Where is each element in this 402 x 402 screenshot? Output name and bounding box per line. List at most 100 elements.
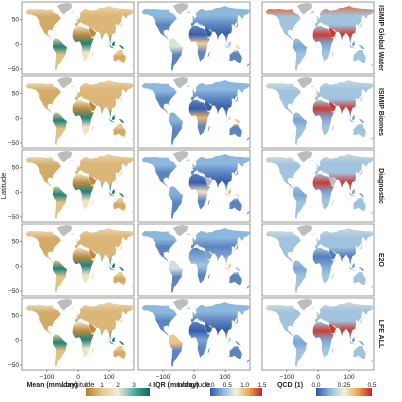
landmass-britain <box>76 236 79 242</box>
y-tick-label: 50 <box>12 313 20 320</box>
colorbar-title: Mean (mm/day) <box>27 382 78 389</box>
landmass-northAmerica <box>265 157 301 189</box>
landmass-arabia <box>328 324 336 334</box>
y-tick-label: 0 <box>15 189 19 196</box>
landmass-australia <box>229 271 242 286</box>
landmass-newZealand <box>130 211 134 215</box>
landmass-southAmerica <box>52 186 68 220</box>
landmass-newZealand <box>246 285 250 289</box>
colorbar-tick-label: 0.5 <box>223 382 232 389</box>
landmass-iceland <box>310 85 314 87</box>
landmass-seAsia <box>107 189 116 197</box>
landmass-northAmerica <box>141 83 177 115</box>
map-panel-mean-row5 <box>21 297 135 371</box>
landmass-newGuinea <box>358 44 365 50</box>
landmass-greenland <box>56 225 72 237</box>
landmass-eurasia <box>74 80 134 118</box>
landmass-eurasia <box>74 154 134 192</box>
landmass-britain <box>316 310 319 316</box>
landmass-newZealand <box>370 211 374 215</box>
row-label: ISIMIP Biomes <box>377 88 384 136</box>
landmass-seAsia <box>223 189 232 197</box>
landmass-japan <box>234 95 239 103</box>
landmass-africa <box>188 99 210 136</box>
axes: 50 0 −50 50 0 −50 50 0 −50 50 0 −50 50 0 −50 Latitude −1… <box>0 17 355 389</box>
landmass-africa <box>72 321 94 358</box>
landmass-seAsia <box>223 337 232 345</box>
y-tick-label: −50 <box>8 66 19 73</box>
landmass-borneo <box>111 188 115 195</box>
landmass-eurasia <box>190 80 250 118</box>
colorbar-tick-label: 0.0 <box>311 382 320 389</box>
landmass-australia <box>113 271 126 286</box>
colorbar-tick-label: 2 <box>116 382 120 389</box>
landmass-eurasia <box>314 154 374 192</box>
landmass-newGuinea <box>358 266 365 272</box>
colorbar-iqr: IQR (mm/day) 0.0 0.5 1.0 1.5 <box>153 382 267 396</box>
map-panel-mean-row2 <box>21 75 135 149</box>
row-label: ISIMIP Global Water <box>377 5 384 71</box>
colorbar-qcd: QCD (1) 0.0 0.25 0.5 <box>277 382 377 396</box>
map-panel-iqr-row3 <box>137 149 251 223</box>
colorbar-legends: Mean (mm/day) 0 1 2 3 4 IQR (mm/day) 0.0 0.5 1.0 1… <box>27 382 377 396</box>
row-label: E2O <box>377 253 384 268</box>
landmass-northAmerica <box>25 157 61 189</box>
landmass-australia <box>113 49 126 64</box>
landmass-arabia <box>204 176 212 186</box>
landmass-japan <box>118 317 123 325</box>
landmass-australia <box>229 345 242 360</box>
landmass-greenland <box>296 3 312 15</box>
landmass-arabia <box>328 176 336 186</box>
map-panel-mean-row3 <box>21 149 135 223</box>
x-axis-label: Longitude <box>62 380 95 389</box>
landmass-borneo <box>227 114 231 121</box>
landmass-iceland <box>70 85 74 87</box>
landmass-arabia <box>328 250 336 260</box>
colorbar-title: QCD (1) <box>277 382 303 389</box>
landmass-arabia <box>204 324 212 334</box>
map-panel-iqr-row5 <box>137 297 251 371</box>
landmass-britain <box>316 162 319 168</box>
landmass-japan <box>234 21 239 29</box>
landmass-newZealand <box>370 137 374 141</box>
landmass-iceland <box>186 159 190 161</box>
colorbar-tick-label: 3 <box>132 382 136 389</box>
landmass-borneo <box>351 336 355 343</box>
landmass-madagascar <box>91 125 94 131</box>
landmass-northAmerica <box>265 305 301 337</box>
x-tick-label: 100 <box>220 374 231 381</box>
landmass-arabia <box>88 250 96 260</box>
colorbar-title: IQR (mm/day) <box>153 382 199 389</box>
landmass-australia <box>113 197 126 212</box>
landmass-borneo <box>227 40 231 47</box>
colorbar-tick-label: 1.5 <box>257 382 266 389</box>
landmass-newGuinea <box>234 340 241 346</box>
landmass-iceland <box>70 159 74 161</box>
landmass-iceland <box>70 233 74 235</box>
landmass-britain <box>76 88 79 94</box>
x-tick-label: −100 <box>280 374 295 381</box>
landmass-southAmerica <box>292 112 308 146</box>
landmass-australia <box>353 271 366 286</box>
map-panel-qcd-row5 <box>261 297 375 371</box>
landmass-southAmerica <box>52 38 68 72</box>
colorbar-tick-label: 0.5 <box>367 382 376 389</box>
landmass-britain <box>316 236 319 242</box>
y-tick-label: −50 <box>8 288 19 295</box>
landmass-northAmerica <box>25 83 61 115</box>
landmass-iceland <box>70 307 74 309</box>
landmass-arabia <box>328 28 336 38</box>
colorbar-tick-label: 0.0 <box>205 382 214 389</box>
landmass-eurasia <box>314 302 374 340</box>
x-tick-label: −100 <box>156 374 171 381</box>
landmass-australia <box>229 123 242 138</box>
landmass-madagascar <box>91 51 94 57</box>
landmass-japan <box>118 169 123 177</box>
landmass-australia <box>113 345 126 360</box>
landmass-iceland <box>186 85 190 87</box>
landmass-eurasia <box>190 302 250 340</box>
map-panel-mean-row4 <box>21 223 135 297</box>
landmass-arabia <box>88 28 96 38</box>
x-tick-label: 0 <box>76 374 80 381</box>
